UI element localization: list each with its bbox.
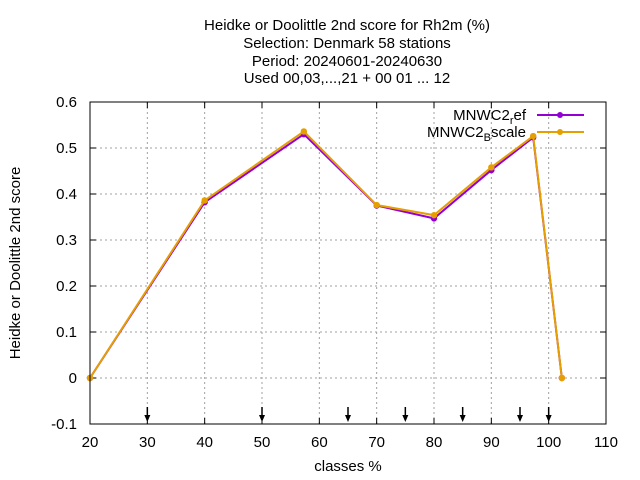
legend-marker-1 [557, 112, 563, 118]
series-2-point [300, 128, 308, 135]
x-tick-label: 100 [536, 434, 561, 451]
series-2-point [430, 211, 438, 219]
legend-entry-2: MNWC2Bscale [427, 124, 584, 144]
y-tick-label: -0.1 [51, 416, 77, 433]
x-tick-label: 50 [254, 434, 271, 451]
y-tick-label: 0.6 [56, 94, 77, 111]
arrow-marker-head [144, 415, 151, 422]
title-line-2: Selection: Denmark 58 stations [243, 35, 451, 52]
legend: MNWC2ref MNWC2Bscale [427, 107, 584, 144]
series-2-point [373, 201, 380, 209]
series-line-2 [89, 130, 563, 379]
arrow-marker-head [517, 415, 523, 422]
x-tick-label: 80 [426, 434, 443, 451]
series-line-1 [89, 132, 563, 379]
arrow-markers [144, 407, 552, 422]
y-tick-label: 0.3 [56, 232, 77, 249]
series-2-point [488, 164, 495, 171]
legend-entry-1: MNWC2ref [453, 107, 584, 127]
x-tick-label: 110 [594, 434, 618, 451]
title-line-3: Period: 20240601-20240630 [252, 53, 442, 70]
series-2-point [201, 197, 208, 204]
y-tick-label: 0 [69, 370, 77, 387]
x-tick-label: 90 [483, 434, 500, 451]
x-axis-label: classes % [314, 458, 382, 475]
x-tick-label: 60 [311, 434, 328, 451]
y-tick-label: 0.2 [56, 278, 77, 295]
y-axis-ticks: -0.1 0 0.1 0.2 0.3 0.4 0.5 0.6 [51, 94, 606, 433]
y-tick-label: 0.1 [56, 324, 77, 341]
series-2-point [558, 374, 566, 382]
x-tick-label: 20 [82, 434, 99, 451]
x-tick-label: 70 [368, 434, 385, 451]
x-tick-label: 30 [139, 434, 156, 451]
plot-frame [89, 101, 607, 425]
arrow-marker-head [345, 415, 351, 422]
title-line-1: Heidke or Doolittle 2nd score for Rh2m (… [204, 17, 490, 34]
y-axis-label: Heidke or Doolittle 2nd score [7, 167, 24, 360]
series-group [86, 128, 566, 382]
arrow-marker-head [402, 415, 409, 422]
arrow-marker-head [459, 415, 466, 422]
y-tick-label: 0.4 [56, 186, 77, 203]
y-tick-label: 0.5 [56, 140, 77, 157]
series-2-point [529, 132, 537, 140]
x-tick-label: 40 [196, 434, 213, 451]
legend-label-1: MNWC2ref [453, 107, 527, 127]
title-line-4: Used 00,03,...,21 + 00 01 ... 12 [244, 70, 450, 87]
x-axis-ticks: 20 30 40 50 60 70 80 90 100 110 [82, 102, 618, 451]
legend-marker-2 [557, 129, 563, 135]
arrow-marker-head [545, 415, 552, 422]
chart-title: Heidke or Doolittle 2nd score for Rh2m (… [204, 17, 490, 87]
grid [90, 102, 606, 424]
arrow-marker-head [259, 415, 265, 422]
legend-label-2: MNWC2Bscale [427, 124, 526, 144]
